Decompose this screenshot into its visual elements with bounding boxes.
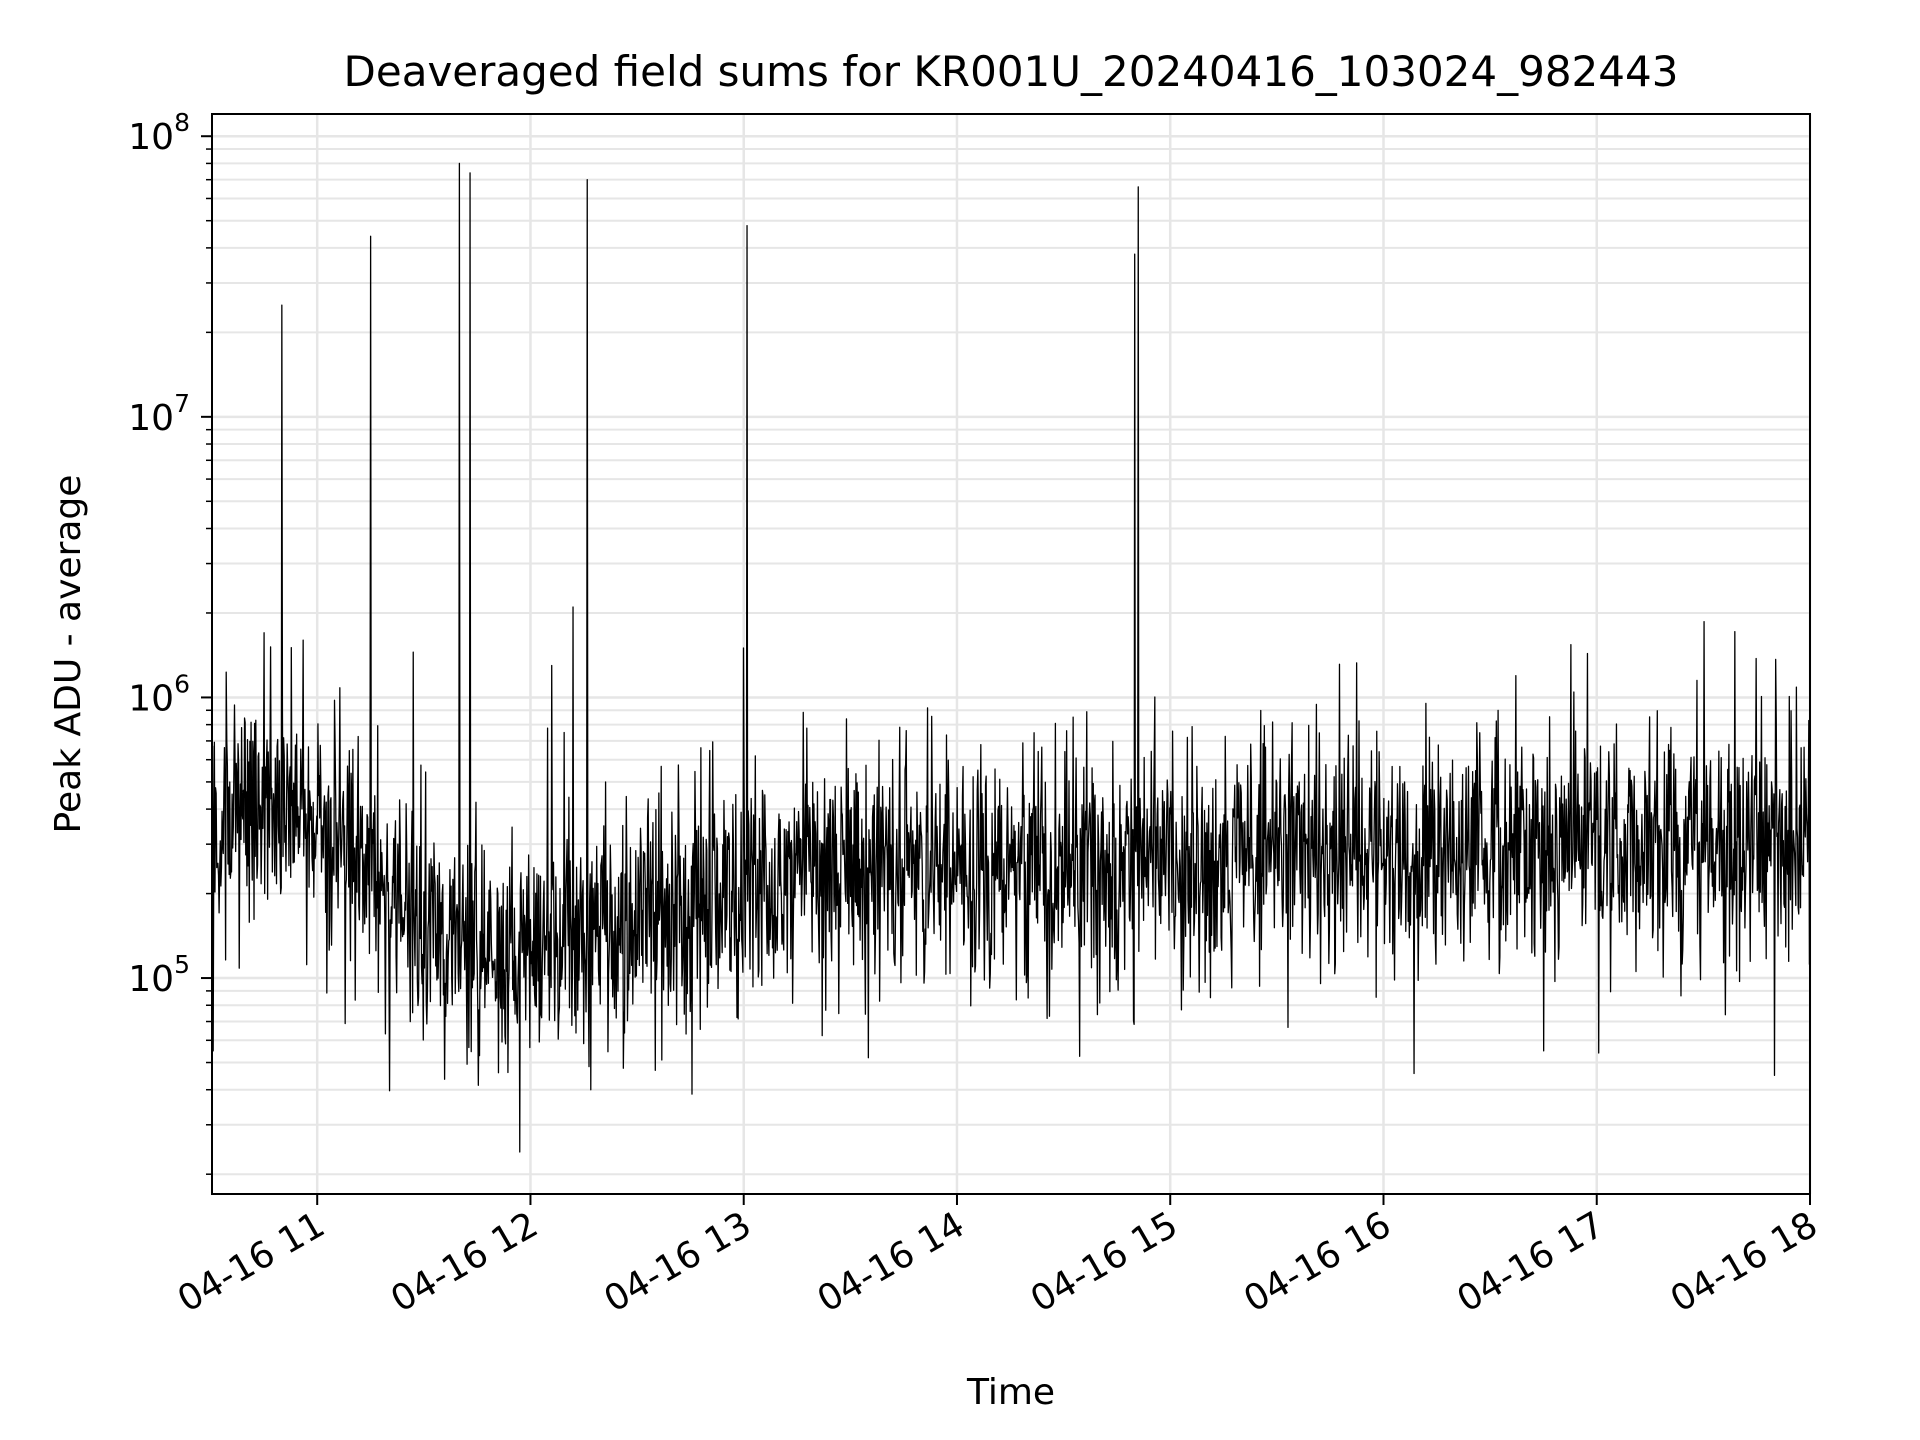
y-axis: 105 106 107 108 — [128, 108, 212, 1175]
y-tick-label: 106 — [128, 669, 190, 719]
series-line — [212, 162, 1810, 1153]
plot-frame — [211, 113, 1811, 1195]
chart-title: Deaveraged field sums for KR001U_2024041… — [344, 47, 1679, 96]
series-layer — [212, 162, 1810, 1153]
y-axis-label: Peak ADU - average — [48, 475, 89, 834]
y-tick-label: 108 — [128, 108, 190, 158]
x-axis-label: Time — [966, 1372, 1055, 1413]
y-tick-label: 107 — [128, 389, 190, 439]
y-tick-label: 105 — [128, 950, 190, 1000]
